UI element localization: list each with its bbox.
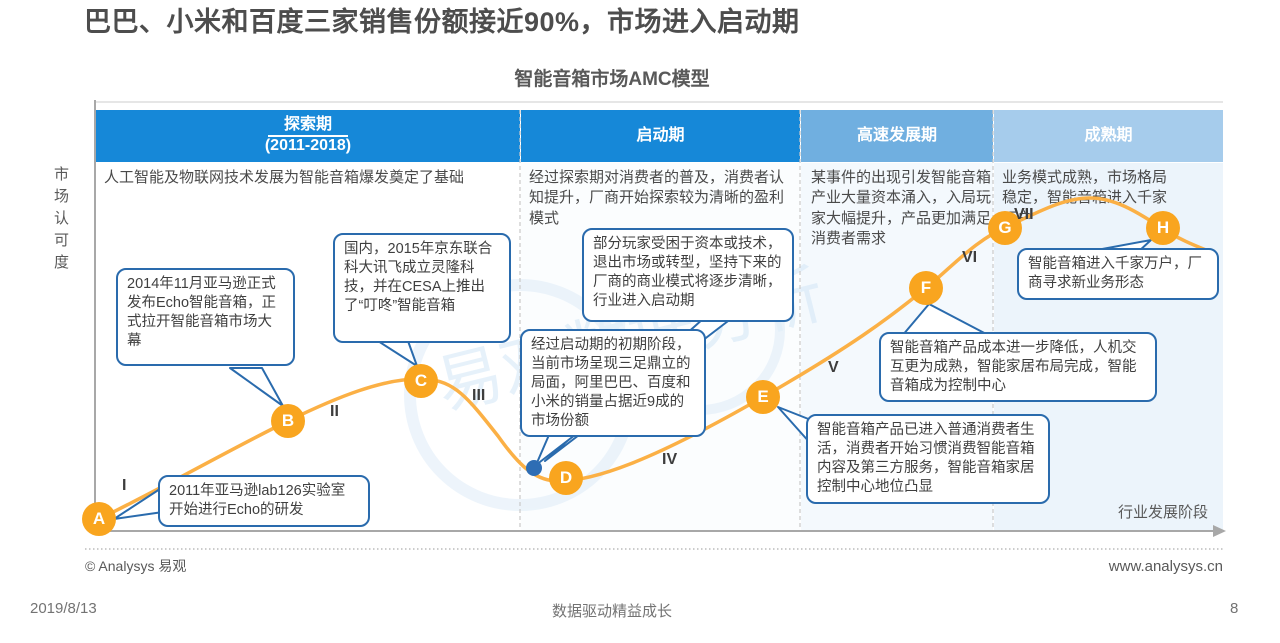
phase-title: 成熟期	[1084, 127, 1133, 144]
x-axis-label: 行业发展阶段	[1118, 504, 1209, 521]
slide-title: 巴巴、小米和百度三家销售份额接近90%，市场进入启动期	[84, 7, 800, 37]
phase-description-startup: 经过探索期对消费者的普及，消费者认知提升，厂商开始探索较为清晰的盈利模式	[529, 169, 785, 227]
stage-marker-vi: VI	[962, 249, 978, 266]
phase-header-startup: 启动期	[521, 110, 800, 162]
y-axis-label: 市场认可度	[52, 166, 69, 276]
copyright: © Analysys 易观	[85, 558, 187, 574]
stage-marker-vii: VII	[1014, 206, 1034, 223]
phase-subtitle: (2011-2018)	[264, 137, 352, 154]
callout-cost-reduction: 智能音箱产品成本进一步降低，人机交互更为成熟，智能家居布局完成，智能音箱成为控制…	[879, 332, 1157, 402]
phase-title: 高速发展期	[856, 127, 937, 144]
footer-slogan: 数据驱动精益成长	[551, 603, 672, 620]
stage-marker-i: I	[122, 477, 127, 494]
website-link: www.analysys.cn	[1108, 558, 1223, 575]
callout-three-giants: 经过启动期的初期阶段，当前市场呈现三足鼎立的局面，阿里巴巴、百度和小米的销量占据…	[520, 329, 706, 437]
curve-point-d: D	[549, 461, 583, 495]
stage-marker-v: V	[828, 359, 839, 376]
tail-echo-launch	[229, 367, 284, 407]
callout-consumer-adoption: 智能音箱产品已进入普通消费者生活，消费者开始习惯消费智能音箱内容及第三方服务，智…	[806, 414, 1050, 504]
curve-point-h: H	[1146, 211, 1180, 245]
callout-lab126-research: 2011年亚马逊lab126实验室开始进行Echo的研发	[158, 475, 370, 527]
callout-players-exit: 部分玩家受困于资本或技术，退出市场或转型，坚持下来的厂商的商业模式将逐步清晰，行…	[582, 228, 794, 322]
curve-point-c: C	[404, 364, 438, 398]
phase-header-exploration: 探索期 (2011-2018)	[96, 110, 520, 162]
curve-point-g: G	[988, 211, 1022, 245]
phase-title: 探索期	[96, 115, 520, 137]
footer-date: 2019/8/13	[30, 600, 97, 617]
curve-point-b: B	[271, 404, 305, 438]
tail-dingdong-launch	[377, 340, 418, 367]
callout-households: 智能音箱进入千家万户，厂商寻求新业务形态	[1017, 248, 1219, 300]
curve-point-f: F	[909, 271, 943, 305]
milestone-dot	[526, 460, 542, 476]
phase-description-exploration: 人工智能及物联网技术发展为智能音箱爆发奠定了基础	[104, 169, 465, 186]
phase-title: 启动期	[636, 127, 685, 144]
footer-page-number: 8	[1230, 600, 1239, 617]
stage-marker-ii: II	[330, 403, 339, 420]
curve-point-a: A	[82, 502, 116, 536]
phase-description-rapid-growth: 某事件的出现引发智能音箱产业大量资本涌入，入局玩家大幅提升，产品更加满足消费者需…	[811, 169, 992, 247]
chart-title: 智能音箱市场AMC模型	[514, 69, 710, 90]
stage-marker-iii: III	[472, 387, 486, 404]
phase-header-maturity: 成熟期	[994, 110, 1223, 162]
phase-header-rapid-growth: 高速发展期	[801, 110, 993, 162]
stage-marker-iv: IV	[662, 451, 678, 468]
curve-point-e: E	[746, 380, 780, 414]
callout-dingdong-launch: 国内，2015年京东联合科大讯飞成立灵隆科技，并在CESA上推出了“叮咚”智能音…	[333, 233, 511, 343]
callout-echo-launch: 2014年11月亚马逊正式发布Echo智能音箱，正式拉开智能音箱市场大幕	[116, 268, 295, 366]
